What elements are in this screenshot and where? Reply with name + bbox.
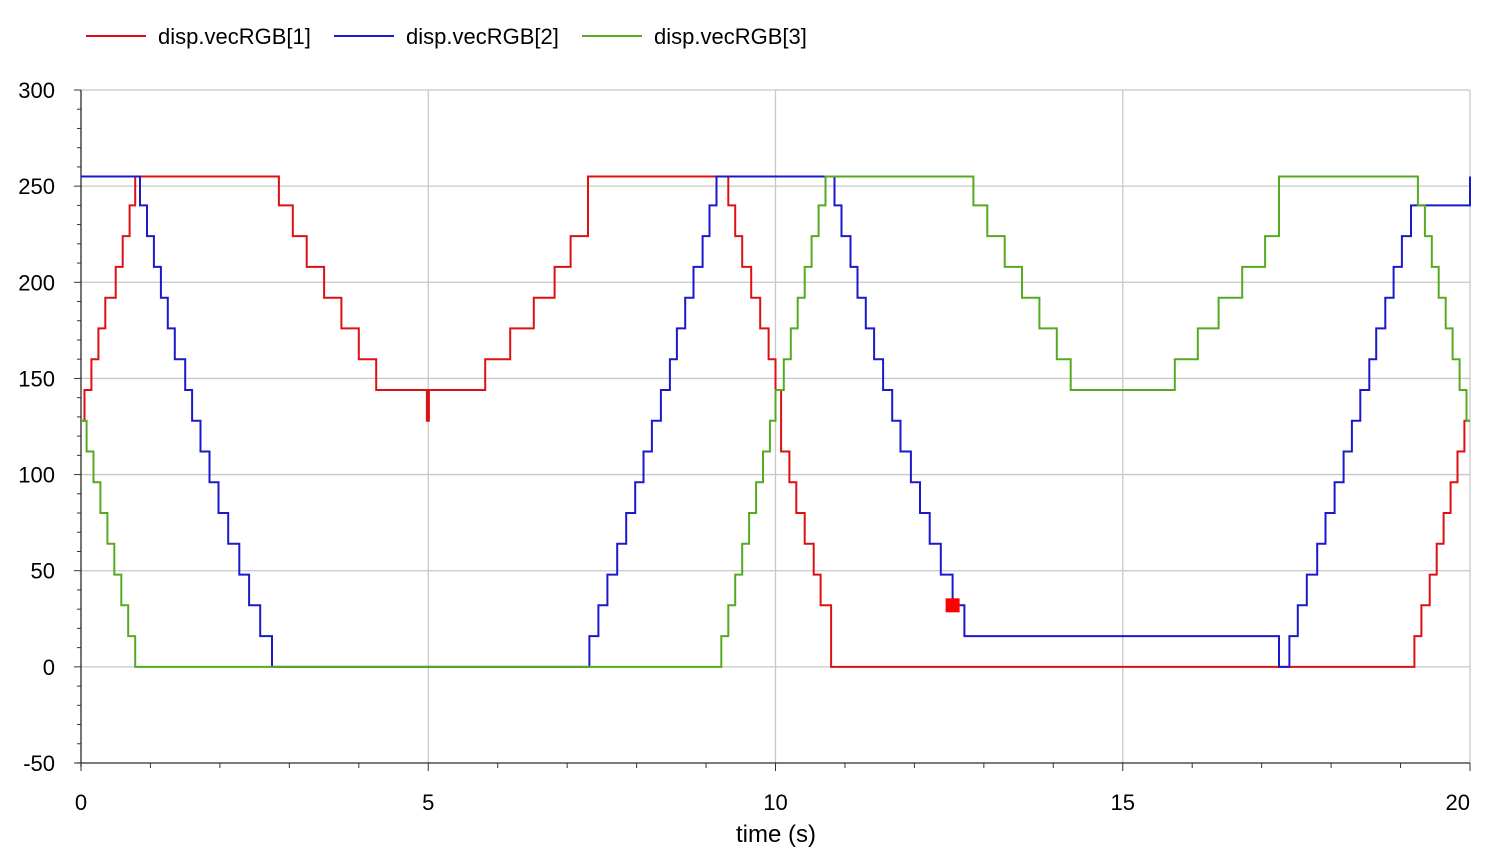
legend-label: disp.vecRGB[3] bbox=[654, 24, 807, 49]
y-tick-label: -50 bbox=[23, 751, 55, 776]
x-tick-label: 20 bbox=[1446, 790, 1470, 815]
x-tick-label: 0 bbox=[75, 790, 87, 815]
x-axis-label: time (s) bbox=[736, 821, 816, 848]
y-tick-label: 250 bbox=[18, 174, 55, 199]
series-line-1 bbox=[81, 175, 1470, 668]
legend-label: disp.vecRGB[1] bbox=[158, 24, 311, 49]
legend: disp.vecRGB[1] disp.vecRGB[2] disp.vecRGB[… bbox=[86, 24, 807, 49]
y-tick-label: 50 bbox=[31, 559, 55, 584]
series-line-3 bbox=[81, 175, 1470, 668]
axes: -50 0 50 100 150 200 250 300 0 5 10 15 20 bbox=[18, 78, 1471, 815]
grid bbox=[80, 89, 1471, 764]
cursor-marker bbox=[945, 598, 960, 613]
legend-label: disp.vecRGB[2] bbox=[406, 24, 559, 49]
y-tick-label: 150 bbox=[18, 366, 55, 391]
y-tick-label: 200 bbox=[18, 270, 55, 295]
y-tick-label: 0 bbox=[43, 655, 55, 680]
y-tick-label: 300 bbox=[18, 78, 55, 103]
y-tick-label: 100 bbox=[18, 463, 55, 488]
x-tick-label: 5 bbox=[422, 790, 434, 815]
series-line-2 bbox=[81, 175, 1471, 668]
x-tick-label: 10 bbox=[763, 790, 787, 815]
x-tick-label: 15 bbox=[1111, 790, 1135, 815]
plot-lines bbox=[81, 175, 1471, 668]
